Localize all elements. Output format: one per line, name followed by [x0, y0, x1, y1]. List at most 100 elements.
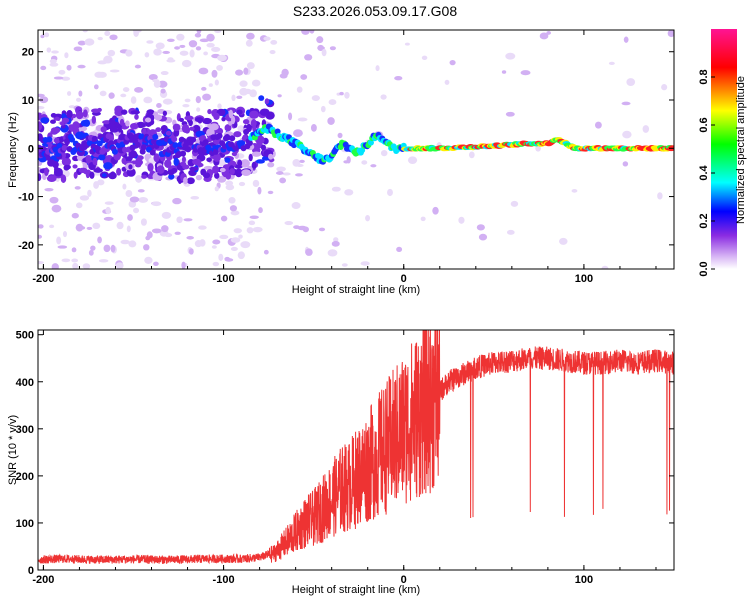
heatmap-noise-blob	[404, 42, 410, 46]
heatmap-noise-blob	[164, 233, 173, 238]
heatmap-band-blob	[125, 120, 130, 127]
heatmap-noise-blob	[520, 70, 531, 76]
heatmap-band-blob	[242, 119, 250, 125]
heatmap-band-blob	[44, 167, 49, 177]
heatmap-noise-blob	[249, 89, 257, 98]
heatmap-noise-blob	[642, 125, 650, 133]
heatmap-band-blob	[183, 176, 188, 185]
heatmap-noise-blob	[190, 195, 200, 200]
heatmap-ridge-blob	[91, 135, 98, 142]
heatmap-noise-blob	[212, 239, 221, 245]
heatmap-band-blob	[46, 175, 57, 182]
heatmap-band-blob	[249, 110, 259, 119]
heatmap-band-blob	[149, 129, 157, 136]
heatmap-ridge-blob	[86, 139, 93, 146]
heatmap-noise-blob	[155, 42, 165, 50]
heatmap-band-blob	[144, 117, 152, 123]
heatmap-noise-blob	[90, 245, 96, 251]
heatmap-noise-blob	[239, 87, 249, 96]
heatmap-band-blob	[189, 166, 199, 171]
heatmap-band-blob	[225, 172, 231, 180]
heatmap-noise-blob	[46, 47, 52, 53]
colorbar-label: Normalized spectral amplitude	[735, 76, 747, 224]
heatmap-noise-blob	[75, 202, 83, 209]
heatmap-ytick-label-4: -20	[18, 240, 34, 252]
heatmap-noise-blob	[233, 228, 242, 234]
heatmap-noise-blob	[321, 48, 327, 57]
heatmap-ridge-blob	[134, 141, 141, 148]
heatmap-band-blob	[128, 150, 138, 159]
heatmap-noise-blob	[301, 30, 310, 35]
heatmap-noise-blob	[238, 181, 246, 187]
heatmap-band-blob	[60, 174, 67, 184]
heatmap-noise-blob	[339, 91, 344, 96]
heatmap-band-blob	[189, 126, 195, 131]
heatmap-noise-blob	[237, 251, 245, 260]
heatmap-ridge-blob	[229, 135, 236, 142]
heatmap-band-blob	[186, 177, 195, 185]
heatmap-noise-blob	[277, 94, 282, 98]
heatmap-band-blob	[134, 114, 139, 120]
heatmap-band-blob	[61, 157, 71, 166]
colorbar-tick-label-0: 0.0	[698, 261, 710, 276]
heatmap-noise-blob	[38, 234, 43, 239]
heatmap-noise-blob	[183, 218, 193, 222]
heatmap-y-label: Frequency (Hz)	[7, 112, 19, 188]
heatmap-noise-blob	[421, 55, 428, 60]
colorbar-tick-label-1: 0.2	[698, 213, 710, 228]
heatmap-ridge-blob	[129, 144, 136, 151]
heatmap-noise-blob	[387, 188, 393, 197]
heatmap-band-blob	[38, 121, 43, 131]
heatmap-noise-blob	[246, 227, 254, 234]
heatmap-noise-blob	[279, 177, 287, 184]
heatmap-noise-blob	[288, 112, 293, 121]
heatmap-noise-blob	[189, 49, 195, 58]
heatmap-band-blob	[155, 127, 162, 133]
heatmap-noise-blob	[195, 174, 203, 181]
heatmap-noise-blob	[282, 172, 291, 176]
colorbar: 0.0 0.2 0.4 0.6 0.8 Normalized spectral ampl…	[698, 29, 747, 277]
heatmap-band-blob	[213, 153, 221, 162]
heatmap-noise-blob	[248, 220, 256, 226]
heatmap-noise-blob	[246, 32, 255, 40]
heatmap-noise-blob	[309, 30, 315, 34]
heatmap-noise-blob	[97, 236, 102, 244]
snr-y-axis: 0 100 200 300 400 500	[16, 330, 674, 577]
heatmap-noise-blob	[295, 173, 303, 177]
heatmap-ridge-blob	[212, 148, 219, 155]
heatmap-noise-blob	[263, 36, 271, 41]
heatmap-ridge-blob	[105, 133, 112, 140]
heatmap-noise-blob	[77, 40, 87, 46]
heatmap-band-blob	[92, 157, 98, 166]
heatmap-noise-blob	[186, 235, 194, 240]
heatmap-noise-blob	[78, 90, 83, 97]
heatmap-band-blob	[248, 153, 253, 162]
heatmap-band-blob	[260, 144, 267, 151]
heatmap-noise-blob	[174, 46, 181, 50]
heatmap-ridge-blob	[669, 145, 674, 150]
heatmap-band-blob	[153, 153, 160, 163]
heatmap-xtick-label-0: -200	[32, 273, 54, 285]
heatmap-band-blob	[168, 173, 175, 180]
heatmap-noise-blob	[130, 96, 137, 104]
heatmap-ridge-blob	[138, 133, 145, 140]
heatmap-band-blob	[147, 163, 154, 172]
heatmap-noise-blob	[38, 106, 45, 110]
heatmap-noise-blob	[199, 38, 210, 43]
heatmap-band-blob	[173, 157, 180, 166]
heatmap-noise-blob	[103, 216, 114, 221]
heatmap-band-blob	[227, 160, 237, 168]
heatmap-noise-blob	[661, 84, 668, 91]
snr-xtick-label-2: 0	[401, 574, 407, 586]
heatmap-x-axis: -200 -100 0 100	[32, 30, 657, 285]
heatmap-band-blob	[192, 158, 202, 166]
heatmap-xtick-label-2: 0	[401, 273, 407, 285]
heatmap-band-blob	[91, 115, 97, 124]
heatmap-noise-blob	[293, 225, 300, 230]
heatmap-band-blob	[164, 159, 172, 168]
heatmap-noise-blob	[310, 124, 317, 132]
heatmap-noise-blob	[99, 90, 107, 97]
heatmap-noise-blob	[84, 38, 95, 46]
heatmap-band-blob	[251, 151, 262, 157]
heatmap-noise-blob	[211, 69, 218, 78]
